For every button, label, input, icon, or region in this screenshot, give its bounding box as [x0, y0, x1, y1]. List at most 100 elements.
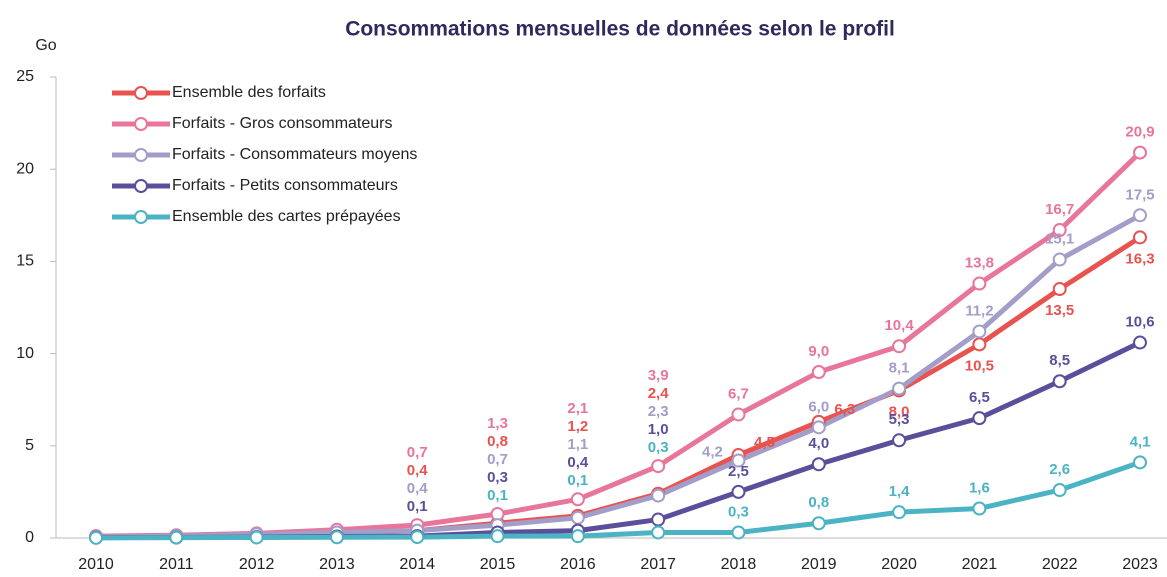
data-point [651, 525, 666, 540]
data-point [731, 407, 746, 422]
data-label: 10,6 [1125, 314, 1154, 331]
x-tick-label: 2018 [721, 556, 757, 572]
data-label: 2,3 [648, 403, 669, 420]
legend-marker [134, 148, 148, 162]
data-label: 6,0 [808, 398, 829, 415]
data-label: 0,1 [487, 487, 508, 504]
data-point [651, 512, 666, 527]
data-point [972, 411, 987, 426]
data-label: 0,1 [567, 472, 588, 489]
data-point [731, 484, 746, 499]
data-point [811, 365, 826, 380]
data-point [1133, 335, 1147, 350]
data-point [1052, 252, 1067, 267]
data-point [972, 276, 987, 291]
data-label: 0,7 [487, 451, 508, 468]
data-label: 2,4 [648, 385, 670, 402]
data-point [1052, 223, 1067, 238]
data-point [1133, 208, 1147, 223]
legend-marker [134, 179, 148, 193]
data-point [892, 381, 907, 396]
x-tick-label: 2020 [881, 556, 917, 572]
data-label: 4,5 [754, 434, 775, 451]
x-tick-label: 2014 [399, 556, 435, 572]
legend-label: Forfaits - Gros consommateurs [172, 115, 393, 132]
x-tick-label: 2022 [1042, 556, 1078, 572]
data-label: 1,6 [969, 479, 990, 496]
data-label: 8,1 [889, 360, 910, 377]
data-label: 2,5 [728, 463, 749, 480]
data-label: 16,7 [1045, 201, 1074, 218]
data-label: 0,3 [648, 439, 669, 456]
data-label: 8,0 [889, 403, 910, 420]
x-tick-label: 2011 [159, 556, 194, 572]
y-tick-label: 15 [16, 253, 34, 270]
y-tick-label: 0 [25, 529, 34, 546]
data-label: 0,4 [567, 454, 589, 471]
data-point [1133, 230, 1147, 245]
data-label: 17,5 [1125, 186, 1154, 203]
series-line [95, 213, 1142, 540]
data-label: 0,4 [407, 480, 429, 497]
data-label: 6,7 [728, 385, 749, 402]
data-label: 2,6 [1049, 461, 1070, 478]
data-label: 6,5 [969, 389, 990, 406]
data-point [731, 525, 746, 540]
data-point [570, 492, 585, 507]
data-point [1052, 282, 1067, 297]
x-tick-label: 2016 [560, 556, 596, 572]
y-axis-label: Go [35, 37, 56, 54]
data-point [651, 488, 666, 503]
data-point [972, 501, 987, 516]
legend-label: Ensemble des cartes prépayées [172, 208, 401, 225]
x-tick-label: 2012 [239, 556, 275, 572]
legend-marker [134, 86, 148, 100]
data-label: 4,1 [1130, 433, 1151, 450]
data-label: 0,7 [407, 444, 428, 461]
y-tick-label: 20 [16, 160, 34, 177]
data-label: 4,0 [808, 435, 829, 452]
data-point [892, 433, 907, 448]
legend-label: Ensemble des forfaits [172, 84, 326, 101]
chart-title: Consommations mensuelles de données selo… [345, 18, 895, 41]
data-point [731, 453, 746, 468]
data-point [410, 530, 425, 545]
data-label: 10,4 [884, 317, 914, 334]
data-point [570, 529, 585, 544]
data-point [811, 420, 826, 435]
data-label: 8,5 [1049, 352, 1070, 369]
x-tick-label: 2017 [640, 556, 676, 572]
legend-marker [134, 210, 148, 224]
data-label: 0,4 [407, 462, 429, 479]
data-label: 1,3 [487, 415, 508, 432]
x-tick-label: 2021 [962, 556, 998, 572]
data-point [651, 459, 666, 474]
data-label: 16,3 [1125, 250, 1154, 267]
data-point [811, 457, 826, 472]
data-point [1133, 145, 1147, 160]
y-tick-label: 25 [16, 68, 34, 85]
x-tick-label: 2023 [1122, 556, 1158, 572]
data-point [972, 337, 987, 352]
data-point [89, 530, 103, 545]
data-label: 0,3 [728, 503, 749, 520]
data-label: 10,5 [965, 357, 994, 374]
data-point [1052, 483, 1067, 498]
x-tick-label: 2019 [801, 556, 837, 572]
data-label: 1,0 [648, 421, 669, 438]
data-point [811, 516, 826, 531]
data-label: 2,1 [567, 400, 588, 417]
data-point [570, 510, 585, 525]
data-label: 15,1 [1045, 231, 1074, 248]
data-label: 0,1 [407, 498, 428, 515]
x-tick-label: 2015 [480, 556, 516, 572]
data-point [892, 505, 907, 520]
data-point [972, 324, 987, 339]
y-tick-label: 5 [25, 437, 34, 454]
series-line [95, 460, 1141, 541]
data-label: 1,1 [567, 436, 588, 453]
data-label: 0,3 [487, 469, 508, 486]
data-point [892, 339, 907, 354]
x-tick-label: 2013 [319, 556, 355, 572]
data-label: 1,4 [889, 483, 911, 500]
